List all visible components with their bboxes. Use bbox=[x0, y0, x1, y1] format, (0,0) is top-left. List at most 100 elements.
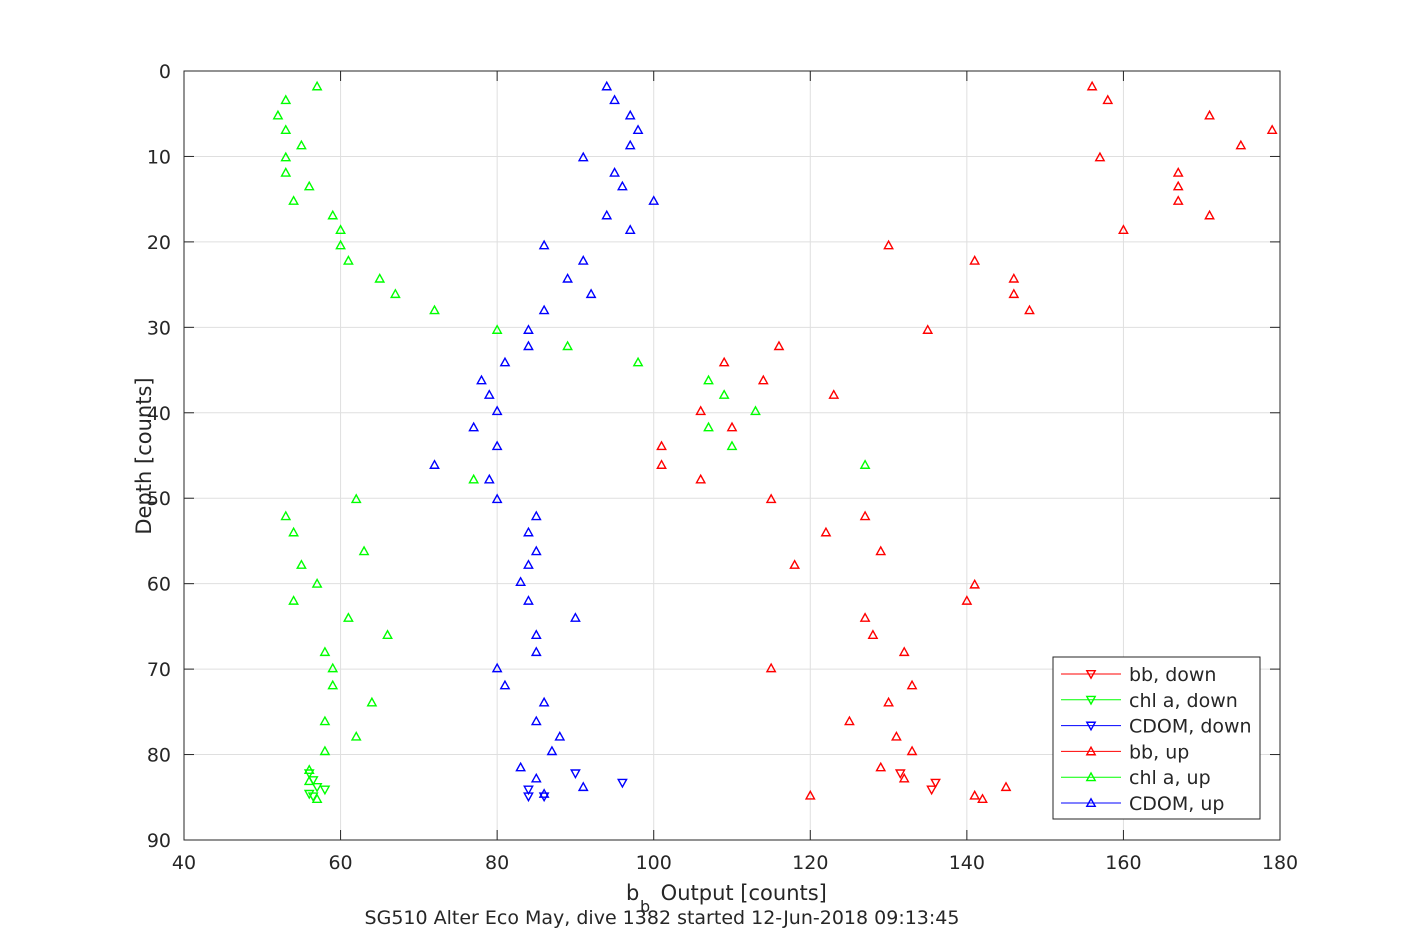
y-tick-label: 60 bbox=[147, 574, 171, 596]
data-point-cdom-up bbox=[577, 255, 589, 265]
y-tick-label: 20 bbox=[147, 232, 171, 254]
data-point-cdom-up bbox=[632, 124, 644, 135]
data-point-chl-a-down bbox=[319, 785, 331, 796]
data-point-chl-a-down bbox=[303, 789, 315, 800]
y-tick-label: 90 bbox=[147, 830, 171, 852]
data-point-cdom-up bbox=[538, 696, 550, 707]
data-point-chl-a-up bbox=[280, 151, 292, 162]
data-point-bb-up bbox=[765, 493, 777, 504]
data-point-chl-a-up bbox=[296, 139, 307, 150]
y-tick-label: 0 bbox=[159, 61, 171, 83]
data-point-bb-up bbox=[1204, 209, 1215, 220]
data-point-chl-a-up bbox=[343, 255, 354, 265]
data-point-bb-up bbox=[718, 356, 730, 367]
data-point-chl-a-up bbox=[343, 612, 354, 622]
data-point-bb-up bbox=[961, 595, 973, 605]
y-tick-label: 80 bbox=[147, 745, 171, 767]
data-point-bb-up bbox=[773, 340, 785, 351]
x-axis-label-rest: Output [counts] bbox=[654, 881, 827, 905]
data-point-bb-up bbox=[906, 745, 918, 756]
legend-marker bbox=[1085, 771, 1097, 782]
legend-marker bbox=[1085, 721, 1097, 732]
data-point-cdom-up bbox=[523, 526, 534, 537]
data-point-chl-a-up bbox=[374, 272, 386, 283]
data-point-bb-up bbox=[844, 715, 855, 726]
data-point-cdom-up bbox=[617, 180, 628, 191]
data-point-bb-up bbox=[867, 629, 879, 639]
data-point-chl-a-up bbox=[319, 745, 331, 756]
data-point-bb-up bbox=[757, 374, 769, 385]
data-point-cdom-up bbox=[585, 288, 597, 299]
data-point-chl-a-up bbox=[703, 374, 714, 385]
data-point-cdom-up bbox=[523, 559, 534, 569]
y-tick-label: 50 bbox=[147, 488, 171, 510]
data-point-cdom-up bbox=[491, 405, 503, 416]
data-point-cdom-up bbox=[609, 94, 620, 105]
data-point-bb-up bbox=[883, 696, 894, 707]
data-point-chl-a-up bbox=[288, 195, 299, 205]
data-point-bb-up bbox=[969, 255, 981, 265]
data-point-chl-a-up bbox=[280, 510, 292, 521]
x-tick-label: 120 bbox=[792, 852, 828, 874]
data-point-chl-a-up bbox=[272, 109, 284, 120]
data-point-chl-a-up bbox=[327, 209, 339, 220]
data-point-bb-up bbox=[1235, 139, 1247, 150]
y-tick-label: 70 bbox=[147, 659, 171, 681]
data-point-cdom-down bbox=[570, 769, 581, 779]
data-point-cdom-up bbox=[601, 80, 613, 91]
axes-box bbox=[183, 70, 1281, 841]
data-point-cdom-up bbox=[530, 510, 542, 521]
data-point-chl-a-up bbox=[358, 545, 370, 556]
data-point-bb-up bbox=[1008, 288, 1020, 299]
legend: bb, down chl a, down CDOM, down bb, up chl a… bbox=[1052, 656, 1261, 820]
data-point-chl-a-up bbox=[366, 696, 378, 707]
data-point-cdom-up bbox=[530, 629, 542, 639]
data-point-bb-up bbox=[656, 440, 667, 451]
data-point-cdom-up bbox=[562, 272, 573, 283]
data-point-cdom-up bbox=[624, 139, 636, 150]
data-point-chl-a-up bbox=[296, 559, 307, 569]
data-point-chl-a-up bbox=[335, 224, 346, 234]
data-point-bb-up bbox=[1172, 195, 1184, 205]
data-point-bb-up bbox=[1118, 224, 1129, 234]
legend-marker bbox=[1085, 695, 1097, 706]
data-point-bb-up bbox=[922, 324, 934, 334]
data-point-bb-up bbox=[1008, 272, 1020, 283]
y-axis-label: Depth [counts] bbox=[132, 377, 156, 534]
data-point-chl-a-up bbox=[859, 459, 871, 469]
data-point-cdom-up bbox=[491, 662, 503, 673]
data-point-cdom-up bbox=[476, 374, 487, 385]
data-point-bb-up bbox=[875, 761, 887, 772]
data-point-cdom-up bbox=[523, 340, 534, 351]
data-point-chl-a-down bbox=[311, 782, 323, 793]
data-point-cdom-up bbox=[499, 356, 511, 367]
data-point-bb-up bbox=[789, 559, 801, 569]
legend-marker bbox=[1085, 745, 1097, 756]
x-tick-label: 40 bbox=[172, 852, 196, 874]
data-point-cdom-down bbox=[617, 778, 628, 789]
data-point-bb-up bbox=[977, 793, 988, 804]
data-point-bb-up bbox=[1172, 167, 1184, 177]
data-point-cdom-up bbox=[538, 239, 550, 250]
data-point-cdom-up bbox=[491, 493, 503, 504]
data-point-cdom-up bbox=[609, 167, 620, 177]
y-tick-label: 10 bbox=[147, 146, 171, 168]
legend-label: CDOM, down bbox=[1129, 716, 1252, 738]
data-point-cdom-up bbox=[483, 473, 495, 484]
data-point-chl-a-up bbox=[335, 239, 346, 250]
data-point-chl-a-up bbox=[288, 526, 299, 537]
data-point-chl-a-up bbox=[303, 764, 315, 774]
x-axis-label-main: b bbox=[626, 881, 639, 905]
legend-label: chl a, up bbox=[1129, 767, 1211, 789]
legend-label: chl a, down bbox=[1129, 690, 1238, 712]
y-tick-labels: 0 10 20 30 40 50 60 70 80 90 bbox=[147, 61, 171, 852]
data-point-cdom-down bbox=[523, 785, 534, 796]
data-point-cdom-up bbox=[523, 595, 534, 605]
data-point-chl-a-up bbox=[562, 340, 573, 351]
legend-box bbox=[1052, 656, 1261, 820]
x-tick-label: 60 bbox=[328, 852, 352, 874]
legend-label: bb, up bbox=[1129, 741, 1189, 763]
data-point-bb-up bbox=[875, 545, 887, 556]
